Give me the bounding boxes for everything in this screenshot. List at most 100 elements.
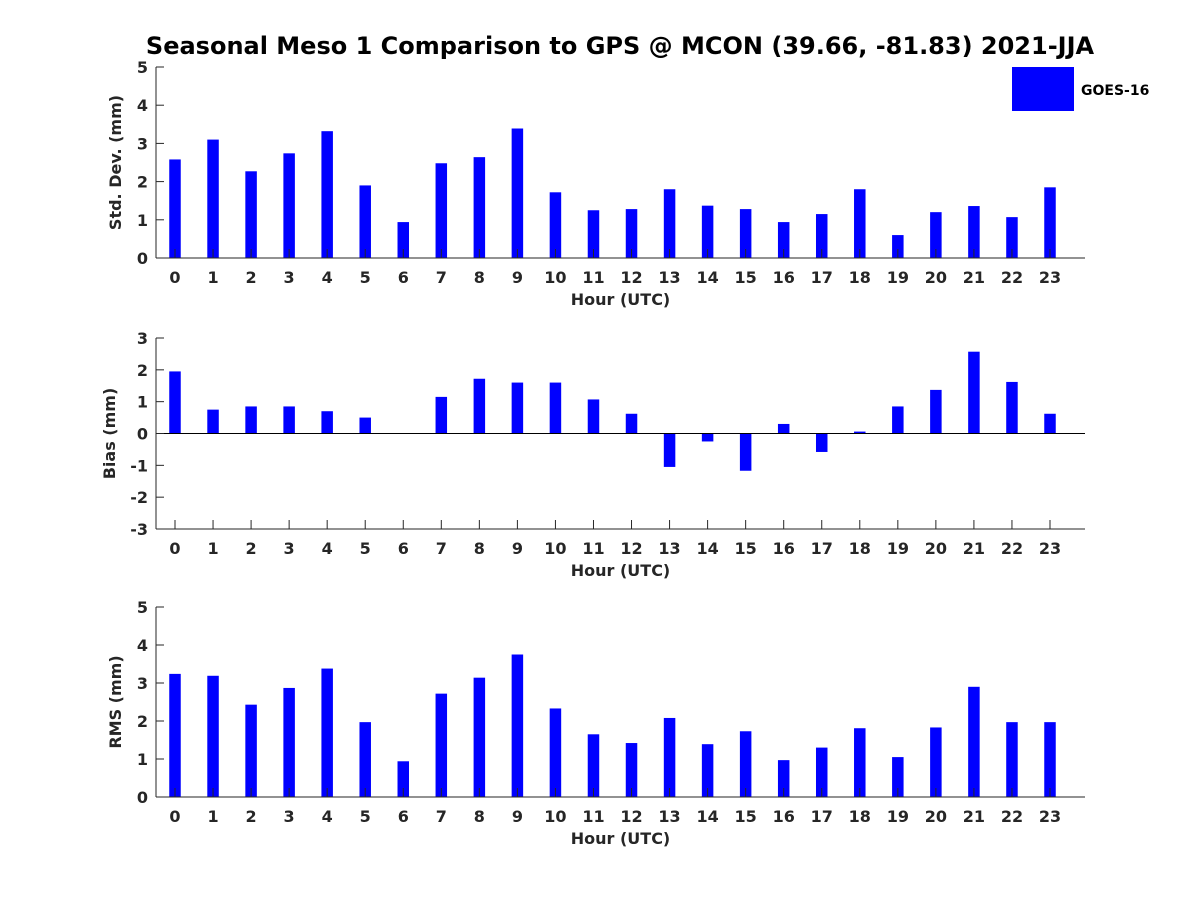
bias-x-tick-label-5: 5 [360,539,371,558]
bias-x-tick-label-14: 14 [696,539,718,558]
bias-y-tick-label-0: 0 [137,425,148,444]
std-dev-bar-12 [625,209,638,258]
rms-x-tick-label-4: 4 [322,807,333,826]
bias-bar-17 [815,433,828,452]
rms-x-tick-label-2: 2 [246,807,257,826]
rms-bar-6 [397,761,410,797]
std-dev-bar-11 [587,210,600,258]
std-dev-x-tick-label-12: 12 [620,268,642,287]
bias-x-tick-label-12: 12 [620,539,642,558]
rms-x-tick-label-6: 6 [398,807,409,826]
std-dev-bar-10 [549,192,562,258]
rms-bar-3 [283,687,295,797]
legend-label-goes-16: GOES-16 [1081,83,1149,99]
rms-bar-19 [892,757,904,797]
std-dev-bar-17 [815,214,828,258]
rms-bar-4 [321,668,333,797]
bias-bar-3 [283,406,295,434]
std-dev-x-tick-label-1: 1 [207,268,218,287]
rms-bar-2 [245,704,257,797]
std-dev-x-tick-label-7: 7 [436,268,447,287]
rms-bar-13 [663,717,676,797]
bias-y-tick-label-3: 3 [137,329,148,348]
rms-x-tick-label-23: 23 [1039,807,1061,826]
std-dev-bar-21 [968,206,980,258]
rms-bar-5 [359,722,371,797]
std-dev-bar-4 [321,131,333,258]
std-dev-bar-14 [701,205,714,258]
std-dev-x-tick-label-21: 21 [963,268,985,287]
rms-y-tick-label-5: 5 [137,598,148,617]
std-dev-bar-3 [283,153,295,258]
std-dev-x-tick-label-16: 16 [773,268,795,287]
std-dev-y-tick-label-0: 0 [137,249,148,268]
bias-bar-19 [892,406,904,434]
std-dev-bar-8 [473,157,486,258]
std-dev-x-tick-label-14: 14 [696,268,718,287]
bias-bar-4 [321,411,333,434]
rms-x-tick-label-18: 18 [849,807,871,826]
bias-y-tick-label--2: -2 [130,488,148,507]
std-dev-x-tick-label-15: 15 [735,268,757,287]
std-dev-bar-2 [245,171,257,258]
std-dev-y-tick-label-4: 4 [137,96,148,115]
std-dev-x-tick-label-13: 13 [658,268,680,287]
bias-x-tick-label-17: 17 [811,539,833,558]
rms-bar-21 [968,686,980,797]
std-dev-bar-23 [1044,187,1056,258]
std-dev-y-tick-label-5: 5 [137,58,148,77]
chart-title: Seasonal Meso 1 Comparison to GPS @ MCON… [146,32,1095,60]
rms-bar-10 [549,708,562,797]
std-dev-y-tick-label-3: 3 [137,134,148,153]
rms-bar-14 [701,744,714,797]
std-dev-bar-16 [777,222,790,258]
bias-bar-2 [245,406,257,434]
rms-x-tick-label-0: 0 [169,807,180,826]
bias-x-tick-label-13: 13 [658,539,680,558]
bias-x-tick-label-4: 4 [322,539,333,558]
bias-x-tick-label-22: 22 [1001,539,1023,558]
bias-x-tick-label-6: 6 [398,539,409,558]
bias-bar-5 [359,417,371,434]
rms-x-tick-label-13: 13 [658,807,680,826]
std-dev-bar-1 [207,139,219,258]
bias-x-tick-label-1: 1 [207,539,218,558]
std-dev-bar-20 [930,212,942,258]
std-dev-bar-5 [359,185,371,258]
bias-bar-11 [587,399,600,434]
bias-x-tick-label-15: 15 [735,539,757,558]
std-dev-x-tick-label-17: 17 [811,268,833,287]
rms-bar-11 [587,734,600,797]
bias-y-tick-label-2: 2 [137,361,148,380]
bias-bar-12 [625,413,638,434]
std-dev-bar-9 [511,128,524,258]
bias-bar-18 [854,431,866,434]
bias-x-tick-label-3: 3 [284,539,295,558]
rms-bar-23 [1044,722,1056,797]
rms-bar-7 [435,693,448,797]
std-dev-x-axis-label: Hour (UTC) [571,290,671,309]
rms-bar-0 [169,673,181,797]
std-dev-x-tick-label-18: 18 [849,268,871,287]
rms-y-tick-label-4: 4 [137,636,148,655]
rms-bar-1 [207,675,219,797]
rms-x-tick-label-10: 10 [544,807,566,826]
rms-x-tick-label-19: 19 [887,807,909,826]
rms-x-tick-label-9: 9 [512,807,523,826]
std-dev-bar-22 [1006,217,1018,258]
bias-x-tick-label-19: 19 [887,539,909,558]
rms-y-tick-label-2: 2 [137,712,148,731]
bias-x-tick-label-20: 20 [925,539,947,558]
rms-x-tick-label-22: 22 [1001,807,1023,826]
bias-bar-8 [473,378,486,434]
std-dev-x-tick-label-5: 5 [360,268,371,287]
bias-bar-10 [549,382,562,434]
rms-bar-20 [930,727,942,797]
std-dev-y-tick-label-2: 2 [137,173,148,192]
bias-x-tick-label-11: 11 [582,539,604,558]
rms-bar-22 [1006,722,1018,797]
rms-x-tick-label-7: 7 [436,807,447,826]
